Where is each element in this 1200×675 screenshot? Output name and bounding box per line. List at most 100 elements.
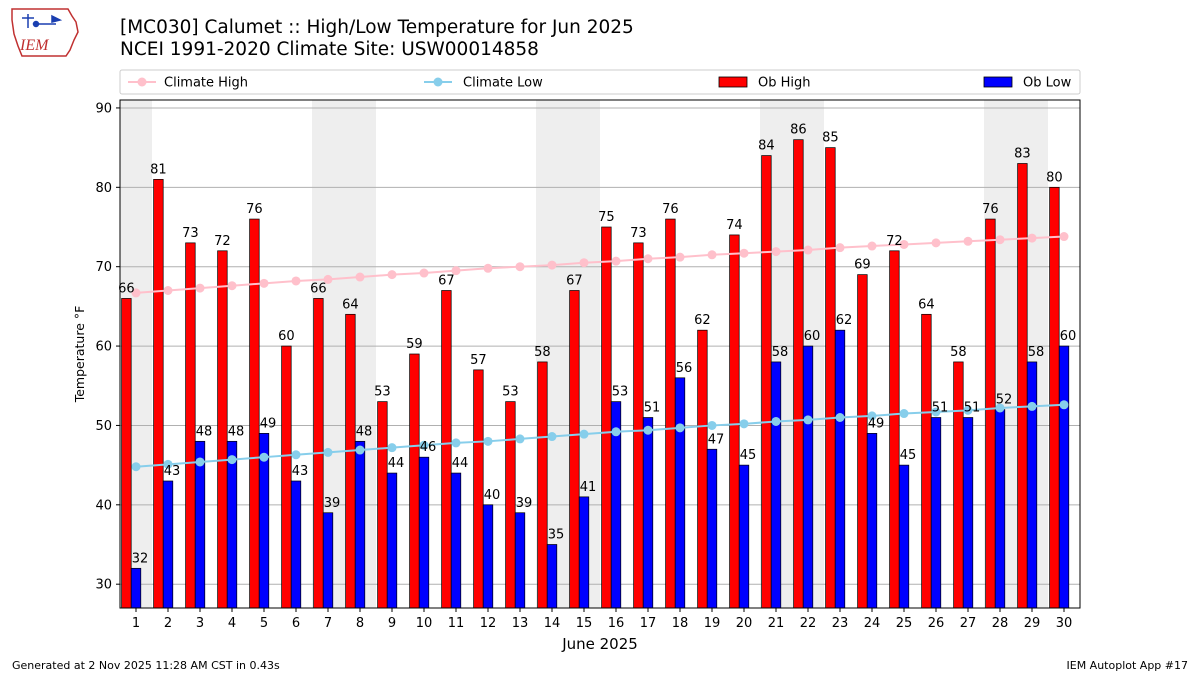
- ob-low-bar-day-20: [738, 464, 750, 609]
- climate-low-marker-day-25: [899, 409, 909, 419]
- ob-high-label: 83: [1014, 147, 1031, 162]
- ob-high-bar-day-21: [761, 155, 772, 609]
- climate-high-marker-day-4: [227, 281, 237, 291]
- climate-high-marker-day-12: [483, 263, 493, 273]
- ob-low-label: 51: [964, 401, 981, 416]
- climate-low-marker-day-27: [963, 405, 973, 415]
- ob-high-bar-day-11: [441, 290, 452, 609]
- climate-low-marker-day-29: [1027, 401, 1037, 411]
- climate-high-marker-day-7: [323, 274, 333, 284]
- legend-item-ob-low: Ob Low: [983, 76, 1072, 91]
- climate-high-marker-day-17: [643, 254, 653, 264]
- ob-high-label: 76: [662, 202, 679, 217]
- x-axis-label: June 2025: [561, 635, 638, 653]
- ob-low-bar-day-2: [162, 480, 174, 609]
- ob-high-label: 62: [694, 313, 711, 328]
- y-tick-label: 40: [95, 498, 112, 513]
- climate-low-marker-day-6: [291, 450, 301, 460]
- ob-high-bar-day-19: [697, 329, 708, 609]
- climate-high-marker-day-15: [579, 258, 589, 268]
- legend-box: [119, 69, 1081, 95]
- ob-low-label: 45: [740, 448, 757, 463]
- ob-high-bar-day-26: [921, 313, 932, 609]
- ob-high-bar-day-22: [793, 139, 804, 609]
- legend-label: Ob High: [758, 76, 811, 91]
- ob-high-bar-day-8: [345, 313, 356, 609]
- ob-low-bar-day-13: [514, 512, 526, 609]
- climate-high-marker-day-6: [291, 276, 301, 286]
- ob-high-label: 66: [310, 281, 327, 296]
- ob-low-bar-day-12: [482, 504, 494, 609]
- x-tick-label: 8: [356, 616, 364, 631]
- ob-low-label: 32: [132, 551, 149, 566]
- climate-high-marker-day-27: [963, 236, 973, 246]
- ob-high-bar-day-14: [537, 361, 548, 609]
- ob-high-bar-day-25: [889, 250, 900, 609]
- ob-high-label: 53: [374, 385, 391, 400]
- climate-low-marker-day-15: [579, 429, 589, 439]
- climate-low-marker-day-30: [1059, 400, 1069, 410]
- ob-high-bar-day-27: [953, 361, 964, 609]
- climate-high-marker-day-1: [131, 288, 141, 298]
- y-tick-label: 30: [95, 578, 112, 593]
- x-tick-label: 29: [1024, 616, 1041, 631]
- plot-frame: [119, 99, 1081, 609]
- weather-station-icon: [22, 14, 63, 28]
- ob-high-label: 59: [406, 337, 423, 352]
- legend-label: Climate Low: [463, 76, 543, 91]
- ob-high-bar-day-5: [249, 218, 260, 609]
- climate-high-marker-day-18: [675, 252, 685, 262]
- climate-low-marker-day-5: [259, 452, 269, 462]
- ob-low-label: 48: [228, 424, 245, 439]
- ob-low-bar-day-11: [450, 472, 462, 609]
- ob-high-bar-day-16: [601, 226, 612, 609]
- climate-high-marker-day-19: [707, 250, 717, 260]
- x-tick-label: 6: [292, 616, 300, 631]
- x-tick-label: 12: [480, 616, 497, 631]
- x-tick-label: 11: [448, 616, 465, 631]
- ob-high-bar-day-17: [633, 242, 644, 609]
- ob-low-label: 39: [516, 496, 533, 511]
- ob-low-bar-day-29: [1026, 361, 1038, 609]
- climate-high-marker-day-9: [387, 270, 397, 280]
- ob-high-bar-day-12: [473, 369, 484, 609]
- ob-low-bar-day-14: [546, 544, 558, 609]
- ob-low-label: 53: [612, 385, 629, 400]
- ob-high-bar-day-4: [217, 250, 228, 609]
- climate-low-marker-day-22: [803, 415, 813, 425]
- ob-low-label: 43: [164, 464, 181, 479]
- climate-low-marker-day-3: [195, 457, 205, 467]
- x-tick-label: 28: [992, 616, 1009, 631]
- y-tick-label: 80: [95, 181, 112, 196]
- ob-low-bar-day-23: [834, 329, 846, 609]
- ob-low-label: 62: [836, 313, 853, 328]
- ob-high-bar-day-29: [1017, 163, 1028, 609]
- ob-low-label: 48: [356, 424, 373, 439]
- ob-low-bar-day-21: [770, 361, 782, 609]
- ob-low-bar-day-10: [418, 456, 430, 609]
- logo-text: IEM: [19, 37, 50, 54]
- y-tick-label: 70: [95, 260, 112, 275]
- x-tick-label: 10: [416, 616, 433, 631]
- climate-low-marker-day-23: [835, 413, 845, 422]
- footer-app-id: IEM Autoplot App #17: [1066, 659, 1189, 672]
- footer-generated-info: Generated at 2 Nov 2025 11:28 AM CST in …: [12, 659, 280, 672]
- ob-low-bar-day-9: [386, 472, 398, 609]
- ob-high-bar-day-2: [153, 179, 164, 609]
- legend-label: Ob Low: [1023, 76, 1072, 91]
- bars: [121, 139, 1070, 609]
- data-labels: 66 81 73 72 76 60 66 64 53 59 67 57 53 58 67 75 73 76 62 74…: [118, 123, 1076, 567]
- climate-high-marker-day-30: [1059, 232, 1069, 242]
- climate-low-marker-day-2: [163, 459, 173, 469]
- ob-low-label: 44: [452, 456, 469, 471]
- ob-high-label: 73: [182, 226, 199, 241]
- x-tick-label: 26: [928, 616, 945, 631]
- ob-low-bar-day-19: [706, 448, 718, 609]
- ob-high-label: 74: [726, 218, 743, 233]
- ob-high-label: 58: [950, 345, 967, 360]
- climate-high-marker-day-2: [163, 286, 173, 295]
- climate-low-marker-day-7: [323, 447, 333, 457]
- x-tick-label: 23: [832, 616, 849, 631]
- x-tick-label: 18: [672, 616, 689, 631]
- x-tick-label: 2: [164, 616, 172, 631]
